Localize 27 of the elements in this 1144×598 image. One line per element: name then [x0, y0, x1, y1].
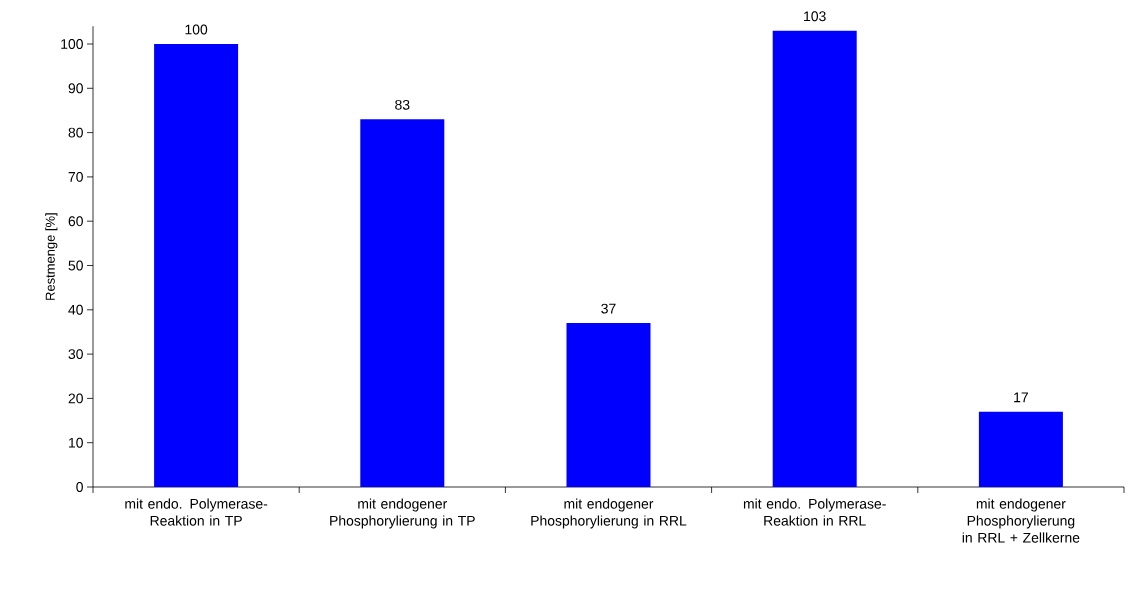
x-tick-label: mit endogener Phosphorylierung in TP: [330, 498, 475, 529]
y-tick-label: 10: [69, 437, 83, 448]
y-tick-label: 50: [68, 260, 83, 271]
bar: [772, 30, 857, 487]
y-tick-label: 20: [68, 393, 83, 404]
bar: [154, 43, 239, 487]
y-tick-label: 30: [68, 349, 83, 360]
x-tick-label: mit endogener Phosphorylierung in RRL: [531, 498, 687, 529]
x-tick-label: mit endo. Polymerase-Reaktion in TP: [125, 498, 268, 526]
y-tick-label: 70: [68, 171, 83, 182]
data-label: 100: [185, 24, 208, 35]
y-tick-label: 80: [68, 127, 83, 138]
bar: [978, 411, 1063, 487]
bar: [566, 323, 651, 487]
y-tick-label: 0: [76, 482, 83, 492]
data-label: 103: [804, 11, 826, 22]
y-tick-label: 90: [68, 83, 83, 94]
data-label: 17: [1014, 392, 1028, 403]
x-tick-label: mit endogener Phosphorylierung in RRL + Zellkerne: [962, 498, 1080, 543]
bar: [360, 119, 445, 487]
data-label: 83: [395, 99, 410, 110]
y-tick-label: 100: [61, 39, 83, 49]
y-tick-label: 40: [68, 304, 83, 315]
data-label: 37: [601, 303, 616, 314]
x-tick-label: mit endo. Polymerase-Reaktion in RRL: [743, 498, 886, 526]
y-axis-title: Restmenge [%]: [45, 213, 58, 300]
y-tick-label: 60: [68, 216, 83, 227]
